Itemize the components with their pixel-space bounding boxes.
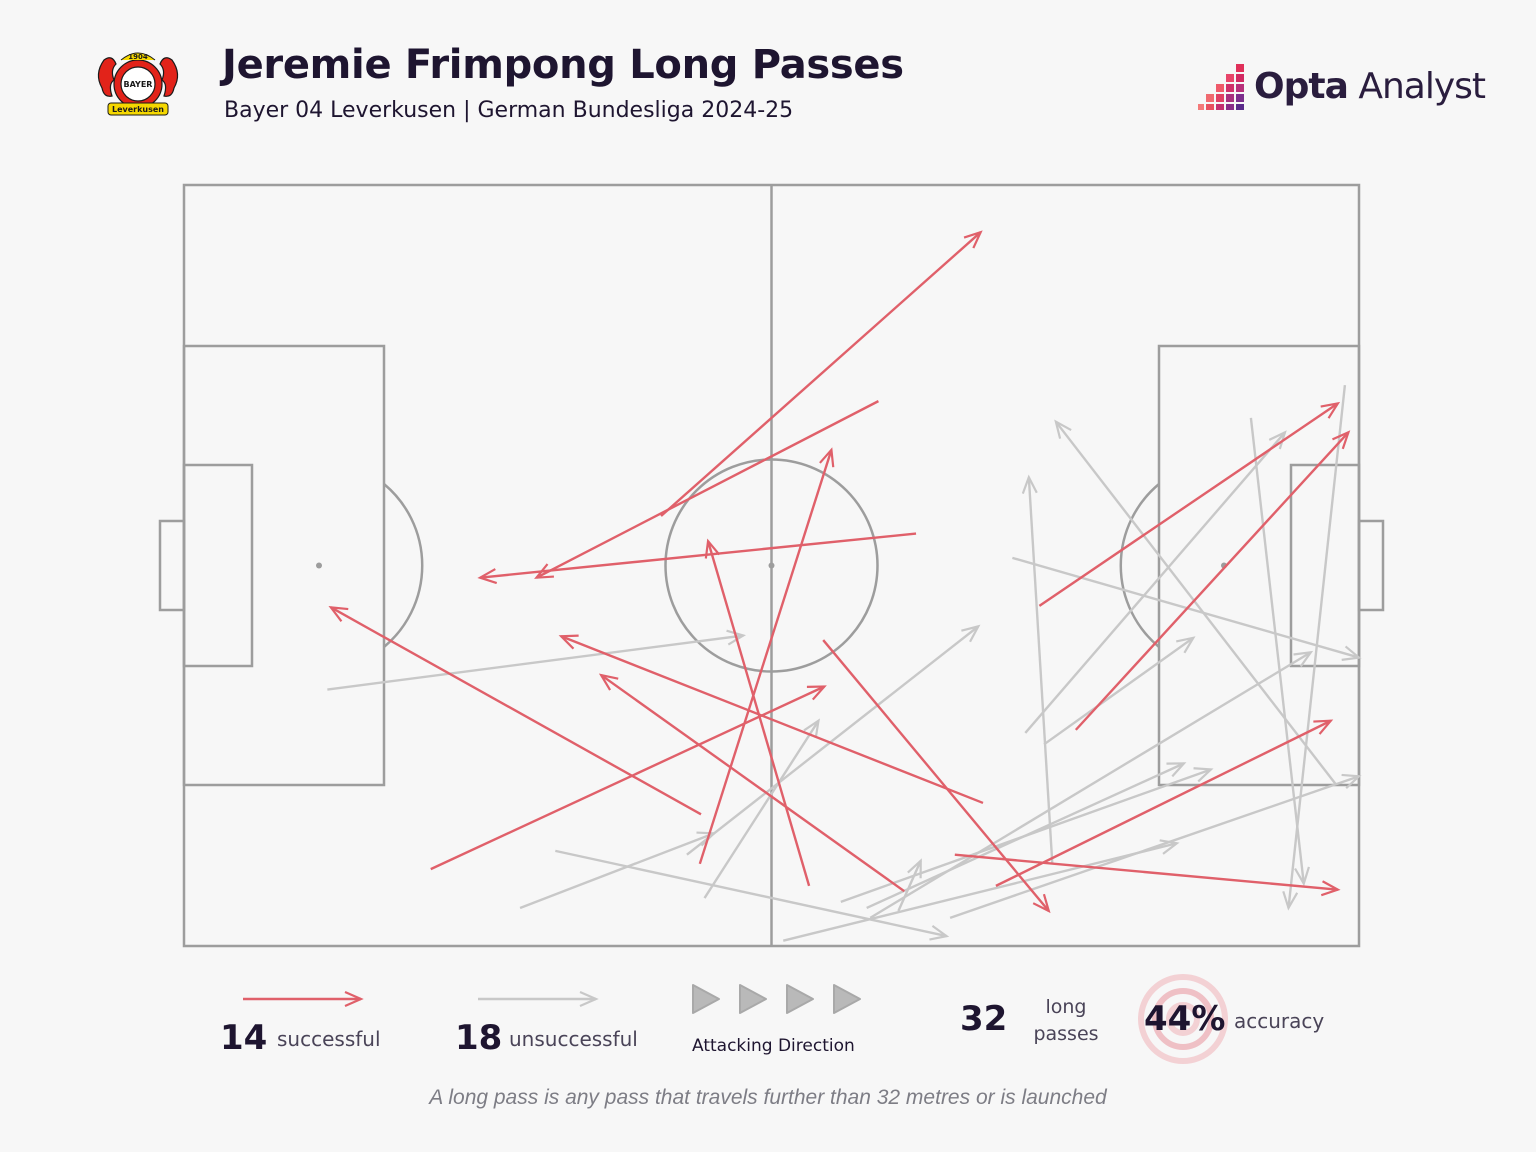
- bayer-leverkusen-crest: 1904 BAYER Leverkusen: [97, 52, 179, 116]
- unsuccessful-pass-18: [1054, 419, 1337, 785]
- direction-arrow-2: [739, 984, 767, 1014]
- unsuccessful-pass-1: [327, 629, 747, 691]
- crest-club: Leverkusen: [112, 105, 164, 114]
- unsuccessful-pass-6: [782, 839, 1180, 942]
- crest-bayer: BAYER: [124, 80, 153, 89]
- successful-label: successful: [277, 1027, 381, 1051]
- successful-pass-2: [534, 400, 879, 579]
- successful-pass-12: [995, 719, 1334, 887]
- direction-arrow-1: [692, 984, 720, 1014]
- left-six-yard-box: [182, 463, 254, 668]
- page-title: Jeremie Frimpong Long Passes: [222, 42, 904, 88]
- unsuccessful-pass-9: [949, 773, 1362, 919]
- right-goal: [1357, 519, 1385, 612]
- attacking-direction-arrows: [692, 984, 861, 1014]
- unsuccessful-pass-12: [1021, 474, 1054, 864]
- unsuccessful-pass-3: [703, 718, 820, 899]
- successful-pass-3: [477, 532, 917, 585]
- unsuccessful-pass-15: [1012, 556, 1362, 661]
- unsuccessful-pass-11: [869, 650, 1314, 919]
- pitch-markings: [158, 183, 1385, 948]
- left-penalty-spot: [316, 562, 322, 569]
- accuracy-value: 44%: [1144, 999, 1226, 1039]
- unsuccessful-count: 18: [455, 1018, 503, 1058]
- left-goal: [158, 519, 186, 612]
- right-penalty-arc: [1119, 483, 1160, 648]
- successful-count: 14: [220, 1018, 268, 1058]
- unsuccessful-pass-10: [897, 858, 922, 912]
- unsuccessful-pass-13: [1043, 636, 1196, 746]
- opta-pixel-icon: [1198, 64, 1244, 110]
- unsuccessful-pass-8: [840, 767, 1214, 903]
- unsuccessful-passes: [327, 385, 1362, 942]
- accuracy-target-icon: [1138, 974, 1228, 1064]
- successful-pass-7: [430, 685, 827, 871]
- successful-pass-6: [328, 606, 702, 816]
- unsuccessful-pass-2: [519, 831, 717, 910]
- crest-year: 1904: [128, 53, 148, 61]
- brand-bold: Opta: [1254, 65, 1349, 107]
- long-passes-label: long passes: [1033, 996, 1099, 1045]
- left-penalty-arc: [383, 483, 424, 648]
- right-penalty-box: [1157, 344, 1361, 787]
- successful-passes: [328, 230, 1351, 914]
- unsuccessful-pass-16: [1282, 385, 1347, 911]
- successful-pass-8: [558, 634, 984, 805]
- unsuccessful-pass-4: [686, 624, 981, 856]
- centre-spot: [768, 562, 775, 569]
- direction-arrow-4: [833, 984, 861, 1014]
- successful-pass-4: [698, 447, 835, 865]
- brand-name: Opta Analyst: [1254, 65, 1486, 107]
- unsuccessful-label: unsuccessful: [509, 1027, 638, 1051]
- successful-pass-11: [954, 853, 1341, 897]
- page-subtitle: Bayer 04 Leverkusen | German Bundesliga …: [224, 98, 794, 123]
- accuracy-label: accuracy: [1234, 1009, 1325, 1033]
- brand-light: Analyst: [1347, 65, 1486, 107]
- unsuccessful-pass-17: [1249, 417, 1310, 887]
- successful-pass-1: [660, 230, 983, 517]
- long-passes-count: 32: [960, 999, 1008, 1039]
- successful-pass-9: [598, 673, 905, 893]
- opta-analyst-logo: Opta Analyst: [1196, 58, 1486, 114]
- unsuccessful-pass-5: [555, 849, 950, 941]
- successful-pass-14: [1038, 401, 1341, 607]
- attacking-direction-label: Attacking Direction: [692, 1036, 855, 1056]
- successful-pass-13: [1074, 430, 1351, 731]
- successful-pass-10: [822, 639, 1051, 914]
- footnote: A long pass is any pass that travels fur…: [429, 1086, 1107, 1109]
- centre-circle: [664, 458, 879, 673]
- direction-arrow-3: [786, 984, 814, 1014]
- left-penalty-box: [182, 344, 386, 787]
- unsuccessful-pass-14: [1024, 430, 1287, 734]
